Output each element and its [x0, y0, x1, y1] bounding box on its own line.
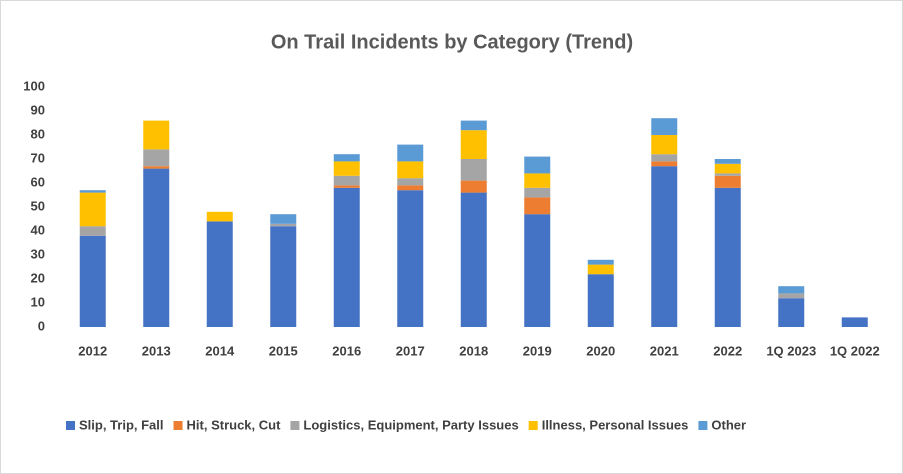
x-tick-label: 2016: [332, 343, 361, 358]
bar-segment: [333, 185, 360, 188]
bar-segment: [206, 211, 233, 222]
x-tick-label: 1Q 2022: [830, 343, 880, 358]
bar-segment: [714, 173, 741, 176]
bar-segment: [397, 185, 424, 191]
legend-label: Slip, Trip, Fall: [79, 417, 164, 432]
bar-segment: [270, 226, 297, 327]
x-tick-label: 2020: [586, 343, 615, 358]
bar-segment: [587, 264, 614, 275]
bar-segment: [714, 163, 741, 174]
bar-segment: [79, 235, 106, 327]
bar-segment: [714, 175, 741, 188]
legend-swatch: [173, 421, 183, 430]
bar-segment: [778, 298, 805, 327]
x-tick-label: 1Q 2023: [766, 343, 816, 358]
y-tick-label: 20: [31, 270, 45, 285]
bar-segment: [333, 175, 360, 186]
x-tick-label: 2015: [269, 343, 298, 358]
bar-segment: [524, 187, 551, 198]
bar-segment: [651, 118, 678, 135]
chart-title: On Trail Incidents by Category (Trend): [271, 31, 633, 53]
x-tick-label: 2013: [142, 343, 171, 358]
y-tick-label: 10: [31, 294, 45, 309]
x-tick-label: 2019: [523, 343, 552, 358]
x-tick-label: 2022: [713, 343, 742, 358]
y-tick-label: 80: [31, 126, 45, 141]
bar-segment: [333, 154, 360, 162]
bar-segment: [587, 259, 614, 265]
y-tick-label: 50: [31, 198, 45, 213]
bar-segment: [841, 317, 868, 327]
legend-label: Logistics, Equipment, Party Issues: [303, 417, 518, 432]
bar-segment: [778, 293, 805, 299]
bar-segment: [587, 274, 614, 327]
bar-segment: [79, 226, 106, 236]
bar-segment: [524, 156, 551, 174]
bar-segment: [714, 159, 741, 164]
bar-segment: [143, 166, 170, 169]
x-tick-label: 2012: [78, 343, 107, 358]
bar-segment: [524, 197, 551, 215]
bar-segment: [460, 130, 487, 159]
bar-segment: [143, 168, 170, 327]
bar-segment: [79, 190, 106, 193]
bar-segment: [333, 187, 360, 327]
legend-swatch: [528, 421, 538, 430]
y-tick-label: 100: [23, 78, 45, 93]
y-tick-label: 90: [31, 102, 45, 117]
y-tick-label: 40: [31, 222, 45, 237]
legend-swatch: [66, 421, 75, 430]
legend-label: Illness, Personal Issues: [542, 417, 689, 432]
bar-segment: [143, 120, 170, 150]
bar-segment: [270, 214, 297, 224]
y-tick-label: 30: [31, 246, 45, 261]
y-tick-label: 0: [38, 318, 45, 333]
bar-segment: [651, 161, 678, 167]
bar-segment: [460, 180, 487, 193]
bar-segment: [397, 144, 424, 162]
bar-segment: [714, 187, 741, 327]
legend-swatch: [698, 421, 708, 430]
x-tick-label: 2014: [205, 343, 235, 358]
bar-segment: [651, 135, 678, 155]
bar-segment: [460, 120, 487, 131]
bar-segment: [333, 161, 360, 176]
legend-swatch: [290, 421, 300, 430]
legend-label: Hit, Struck, Cut: [187, 417, 282, 432]
bar-segment: [270, 223, 297, 227]
x-tick-label: 2018: [459, 343, 488, 358]
bar-segment: [397, 190, 424, 327]
y-tick-label: 70: [31, 150, 45, 165]
y-tick-label: 60: [31, 174, 45, 189]
bar-segment: [460, 192, 487, 327]
x-tick-label: 2021: [650, 343, 679, 358]
bar-segment: [651, 166, 678, 327]
bar-segment: [651, 154, 678, 162]
x-tick-label: 2017: [396, 343, 425, 358]
bar-segment: [397, 161, 424, 179]
bar-segment: [206, 221, 233, 327]
bar-segment: [524, 214, 551, 327]
bar-segment: [397, 178, 424, 186]
bar-segment: [460, 159, 487, 181]
bar-segment: [143, 149, 170, 167]
bar-segment: [524, 173, 551, 188]
bar-segment: [778, 286, 805, 294]
legend-label: Other: [711, 417, 746, 432]
bar-segment: [79, 192, 106, 227]
